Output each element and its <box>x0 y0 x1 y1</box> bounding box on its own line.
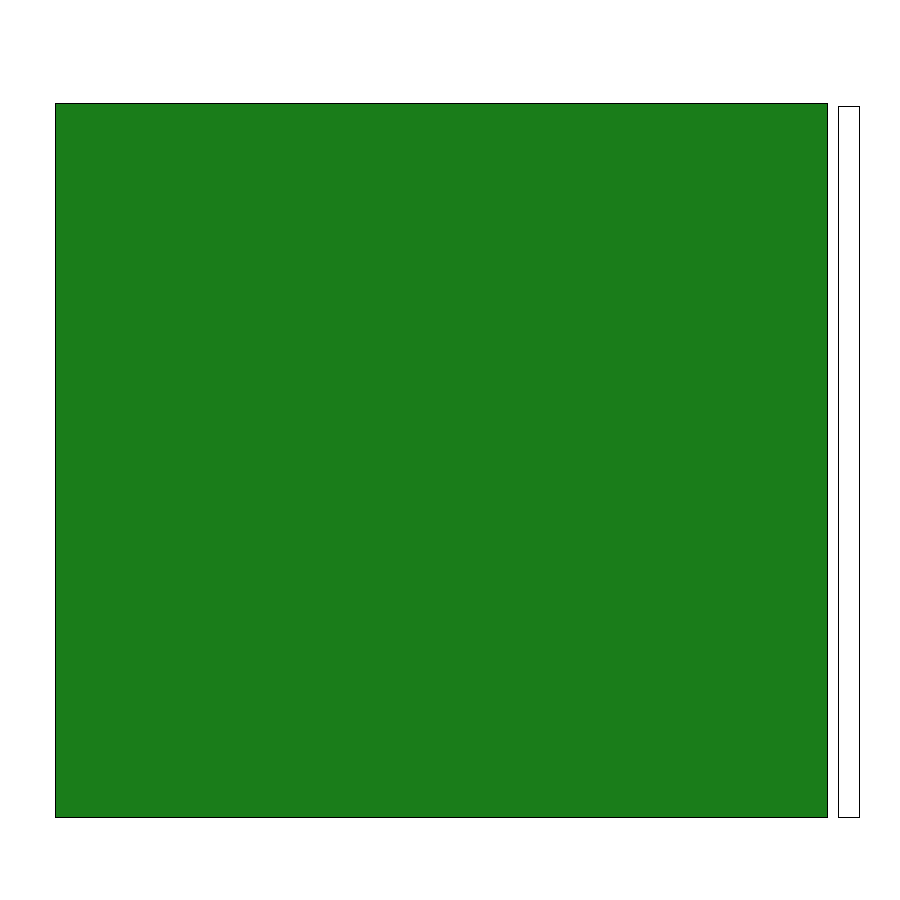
map-plot-area[interactable] <box>55 103 828 818</box>
relative-humidity-field <box>56 104 827 817</box>
chart-header <box>0 0 900 100</box>
relative-humidity-colorbar[interactable] <box>838 106 860 818</box>
